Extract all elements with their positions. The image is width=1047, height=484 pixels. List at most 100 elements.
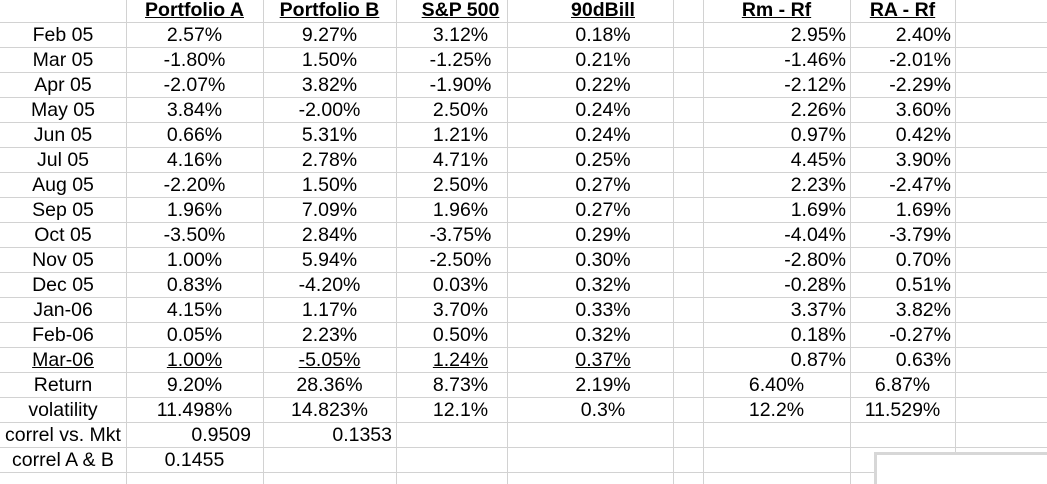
cell-portfolio-a[interactable]: -2.07% <box>163 74 226 96</box>
cell-portfolio-a[interactable]: 0.1455 <box>164 449 225 471</box>
cell-sp500[interactable]: 1.24% <box>432 349 489 371</box>
cell-ra-rf[interactable]: -0.27% <box>889 324 951 346</box>
cell-sp500[interactable]: 3.70% <box>432 299 489 321</box>
cell-90dbill[interactable]: 0.18% <box>575 24 631 46</box>
cell-spacer[interactable] <box>673 223 703 247</box>
cell-portfolio-b[interactable]: 5.94% <box>301 249 358 271</box>
cell-sp500[interactable]: 1.21% <box>432 124 489 146</box>
cell-portfolio-a[interactable]: 1.96% <box>166 199 223 221</box>
cell-trailing[interactable] <box>955 173 1047 197</box>
cell-sp500[interactable]: -1.25% <box>429 49 492 71</box>
cell-ra-rf[interactable]: 0.51% <box>895 274 951 296</box>
cell-portfolio-b[interactable]: 2.84% <box>301 224 358 246</box>
cell-90dbill[interactable]: 0.32% <box>575 274 631 296</box>
cell-portfolio-a[interactable]: -2.20% <box>163 174 226 196</box>
cell-ra-rf[interactable]: -2.47% <box>889 174 951 196</box>
cell-ra-rf[interactable]: 0.63% <box>895 349 951 371</box>
cell-label[interactable]: Oct 05 <box>34 224 92 246</box>
cell-portfolio-a[interactable]: 0.83% <box>166 274 223 296</box>
cell-sp500[interactable] <box>396 448 507 472</box>
cell-spacer[interactable] <box>673 423 703 447</box>
cell-label[interactable]: Aug 05 <box>32 174 94 196</box>
cell-trailing[interactable] <box>955 273 1047 297</box>
cell-90dbill[interactable]: 0.24% <box>575 124 631 146</box>
cell-trailing[interactable] <box>955 423 1047 447</box>
cell-spacer[interactable] <box>673 123 703 147</box>
cell-trailing[interactable] <box>955 198 1047 222</box>
cell-ra-rf[interactable]: -2.29% <box>889 74 951 96</box>
cell-rm-rf[interactable]: 2.26% <box>790 99 846 121</box>
cell-spacer[interactable] <box>673 448 703 472</box>
cell-label[interactable]: May 05 <box>31 99 95 121</box>
cell-rm-rf[interactable]: 1.69% <box>790 199 846 221</box>
cell-rm-rf[interactable]: 12.2% <box>748 399 805 421</box>
cell-label[interactable]: correl A & B <box>12 449 114 471</box>
cell-portfolio-b[interactable]: 1.50% <box>301 174 358 196</box>
cell-portfolio-b[interactable]: 5.31% <box>301 124 358 146</box>
cell-ra-rf[interactable]: 1.69% <box>895 199 951 221</box>
cell-trailing[interactable] <box>955 123 1047 147</box>
cell-90dbill[interactable]: 0.25% <box>575 149 631 171</box>
header-rm-rf[interactable]: Rm - Rf <box>741 0 812 21</box>
cell-ra-rf[interactable]: 0.42% <box>895 124 951 146</box>
cell-portfolio-a[interactable]: -3.50% <box>163 224 226 246</box>
cell-portfolio-a[interactable]: 1.00% <box>166 249 223 271</box>
cell-ra-rf[interactable]: -2.01% <box>889 49 951 71</box>
cell-90dbill[interactable]: 0.22% <box>575 74 631 96</box>
cell-spacer[interactable] <box>673 148 703 172</box>
cell-rm-rf[interactable]: -0.28% <box>784 274 846 296</box>
cell-90dbill[interactable]: 2.19% <box>575 374 631 396</box>
cell-label[interactable]: volatility <box>28 399 98 421</box>
cell-ra-rf[interactable]: 3.90% <box>895 149 951 171</box>
cell-label[interactable]: correl vs. Mkt <box>5 424 121 446</box>
cell-trailing[interactable] <box>955 23 1047 47</box>
cell-sp500[interactable]: 0.03% <box>432 274 489 296</box>
cell-sp500[interactable]: -3.75% <box>429 224 492 246</box>
cell-portfolio-b[interactable]: 0.1353 <box>332 424 392 446</box>
cell-portfolio-a[interactable]: 4.15% <box>166 299 223 321</box>
cell-ra-rf[interactable]: 2.40% <box>895 24 951 46</box>
cell-portfolio-b[interactable]: 3.82% <box>301 74 358 96</box>
cell-trailing[interactable] <box>955 73 1047 97</box>
cell-90dbill[interactable] <box>507 448 673 472</box>
cell-label[interactable]: Jul 05 <box>36 149 90 171</box>
cell-portfolio-b[interactable]: -2.00% <box>298 99 361 121</box>
cell-portfolio-a[interactable]: 9.20% <box>166 374 223 396</box>
cell-sp500[interactable]: 4.71% <box>432 149 489 171</box>
cell-90dbill[interactable]: 0.29% <box>575 224 631 246</box>
cell-portfolio-a[interactable]: 3.84% <box>166 99 223 121</box>
cell-label[interactable]: Sep 05 <box>32 199 94 221</box>
cell-portfolio-a[interactable]: 0.9509 <box>191 424 251 446</box>
cell-ra-rf[interactable]: 3.82% <box>895 299 951 321</box>
cell-trailing[interactable] <box>955 148 1047 172</box>
cell-rm-rf[interactable]: -2.12% <box>784 74 846 96</box>
header-portfolio-a[interactable]: Portfolio A <box>145 0 244 21</box>
cell-portfolio-b[interactable]: 28.36% <box>296 374 363 396</box>
cell-portfolio-b[interactable]: 2.23% <box>301 324 358 346</box>
cell-portfolio-b[interactable] <box>263 448 396 472</box>
cell-90dbill[interactable]: 0.33% <box>575 299 631 321</box>
cell-portfolio-a[interactable]: 4.16% <box>166 149 223 171</box>
header-spacer-cell[interactable] <box>673 0 703 22</box>
cell-rm-rf[interactable]: 0.18% <box>790 324 846 346</box>
header-sp500[interactable]: S&P 500 <box>421 0 500 21</box>
cell-portfolio-a[interactable]: 0.66% <box>166 124 223 146</box>
cell-sp500[interactable]: 2.50% <box>432 99 489 121</box>
cell-90dbill[interactable]: 0.27% <box>575 199 631 221</box>
cell-portfolio-a[interactable]: 1.00% <box>166 349 223 371</box>
cell-sp500[interactable]: 8.73% <box>432 374 489 396</box>
cell-90dbill[interactable]: 0.37% <box>575 349 631 371</box>
cell-trailing[interactable] <box>955 248 1047 272</box>
cell-spacer[interactable] <box>673 348 703 372</box>
cell-portfolio-b[interactable]: -4.20% <box>298 274 361 296</box>
cell-portfolio-b[interactable]: 1.17% <box>301 299 358 321</box>
cell-90dbill[interactable]: 0.30% <box>575 249 631 271</box>
cell-ra-rf[interactable]: 0.70% <box>895 249 951 271</box>
cell-label[interactable]: Feb-06 <box>32 324 94 346</box>
cell-trailing[interactable] <box>955 98 1047 122</box>
cell-ra-rf[interactable]: 6.87% <box>874 374 931 396</box>
cell-spacer[interactable] <box>673 73 703 97</box>
cell-spacer[interactable] <box>673 373 703 397</box>
cell-ra-rf[interactable]: -3.79% <box>889 224 951 246</box>
cell-sp500[interactable]: 12.1% <box>432 399 489 421</box>
